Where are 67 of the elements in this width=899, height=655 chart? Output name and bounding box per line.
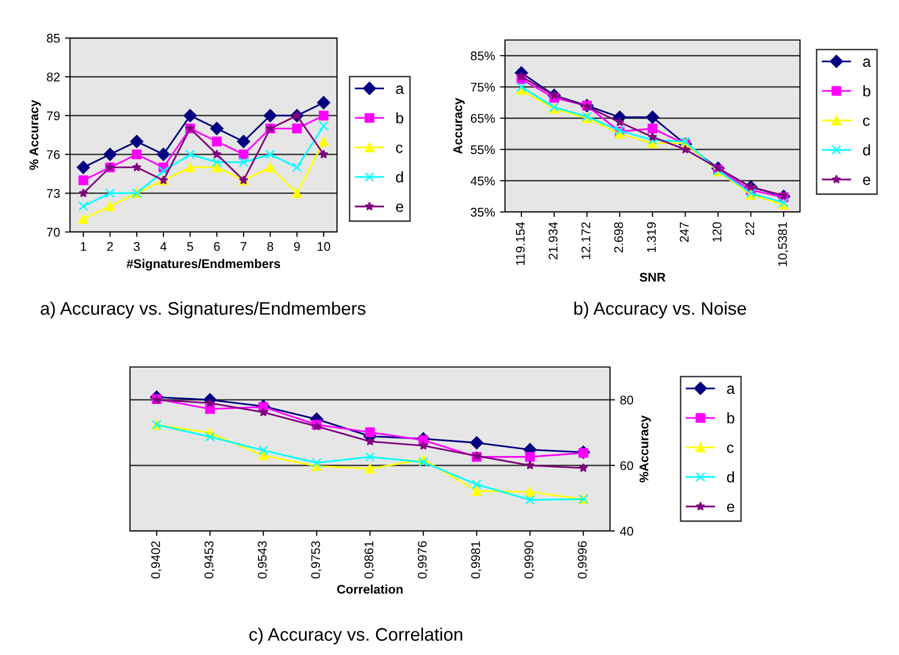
- y-tick-label: 40: [620, 526, 634, 536]
- x-tick-label: 0,9981: [471, 541, 482, 578]
- y-tick-label: 80: [620, 396, 634, 404]
- x-tick-label: 0,9976: [418, 541, 428, 578]
- x-tick-label: 10,5381: [778, 222, 788, 266]
- y-tick-label: 55%: [470, 145, 495, 154]
- y-tick-label: 60: [620, 461, 634, 470]
- x-tick-label: 10: [318, 242, 330, 251]
- y-axis-title: % Accuracy: [30, 100, 41, 170]
- x-tick-label: 0,9861: [364, 541, 375, 578]
- x-tick-label: 2: [107, 242, 113, 251]
- x-tick-label: 1: [80, 242, 86, 251]
- x-tick-label: 119.154: [516, 222, 525, 266]
- x-tick-label: 0,9753: [311, 541, 322, 578]
- y-tick-label: 85: [46, 34, 60, 43]
- legend-label: e: [396, 204, 404, 212]
- legend-label: a: [727, 386, 735, 394]
- x-tick-label: 247: [680, 222, 689, 242]
- legend-label: b: [863, 85, 870, 96]
- x-tick-label: 21.934: [548, 222, 558, 260]
- y-tick-label: 82: [46, 72, 60, 82]
- x-tick-label: 0,9402: [151, 541, 162, 578]
- legend-label: d: [396, 171, 403, 182]
- y-tick-label: 70: [47, 228, 60, 237]
- legend-label: d: [727, 471, 734, 482]
- x-tick-label: 0,9543: [258, 541, 268, 578]
- x-tick-label: 3: [134, 242, 140, 251]
- y-tick-label: 79: [47, 111, 60, 120]
- y-axis-title: %Accuracy: [640, 415, 651, 482]
- text: a) Accuracy vs. Signatures/Endmembers: [40, 302, 366, 318]
- x-tick-label: 6: [214, 242, 220, 251]
- x-tick-label: 5: [187, 242, 194, 251]
- x-tick-label: 8: [267, 242, 274, 251]
- legend-label: a: [863, 58, 871, 67]
- y-tick-label: 76: [47, 150, 60, 160]
- x-tick-label: 4: [160, 242, 167, 251]
- x-tick-label: 7: [240, 242, 246, 251]
- legend-label: e: [727, 504, 734, 512]
- y-tick-label: 35%: [470, 208, 495, 217]
- legend-label: c: [396, 144, 403, 153]
- x-tick-label: 0,9453: [204, 541, 215, 578]
- y-tick-label: 75%: [470, 82, 495, 92]
- legend-label: a: [396, 86, 404, 94]
- x-tick-label: 1.319: [647, 222, 656, 252]
- legend-label: c: [727, 444, 734, 453]
- legend-label: b: [727, 412, 734, 424]
- x-tick-label: 120: [712, 222, 722, 242]
- x-tick-label: 0,9996: [578, 541, 588, 578]
- y-axis-title: Accuracy: [454, 98, 465, 154]
- legend-label: e: [863, 176, 870, 185]
- text: c) Accuracy vs. Correlation: [249, 628, 462, 644]
- x-tick-label: 0,9990: [524, 541, 535, 578]
- y-tick-label: 85%: [470, 51, 495, 60]
- x-tick-label: 9: [294, 242, 300, 251]
- legend-label: d: [863, 144, 870, 156]
- x-axis-title: #Signatures/Endmembers: [126, 258, 280, 271]
- y-tick-label: 65%: [470, 114, 495, 123]
- legend-label: b: [396, 112, 404, 124]
- x-axis-title: SNR: [640, 272, 666, 282]
- y-tick-label: 45%: [470, 176, 495, 186]
- y-tick-label: 73: [47, 189, 60, 198]
- x-tick-label: 22: [745, 222, 754, 235]
- x-tick-label: 12.172: [581, 222, 590, 259]
- x-axis-title: Correlation: [337, 584, 403, 594]
- x-tick-label: 2.698: [614, 222, 624, 252]
- text: b) Accuracy vs. Noise: [574, 302, 746, 318]
- legend-label: c: [863, 118, 870, 126]
